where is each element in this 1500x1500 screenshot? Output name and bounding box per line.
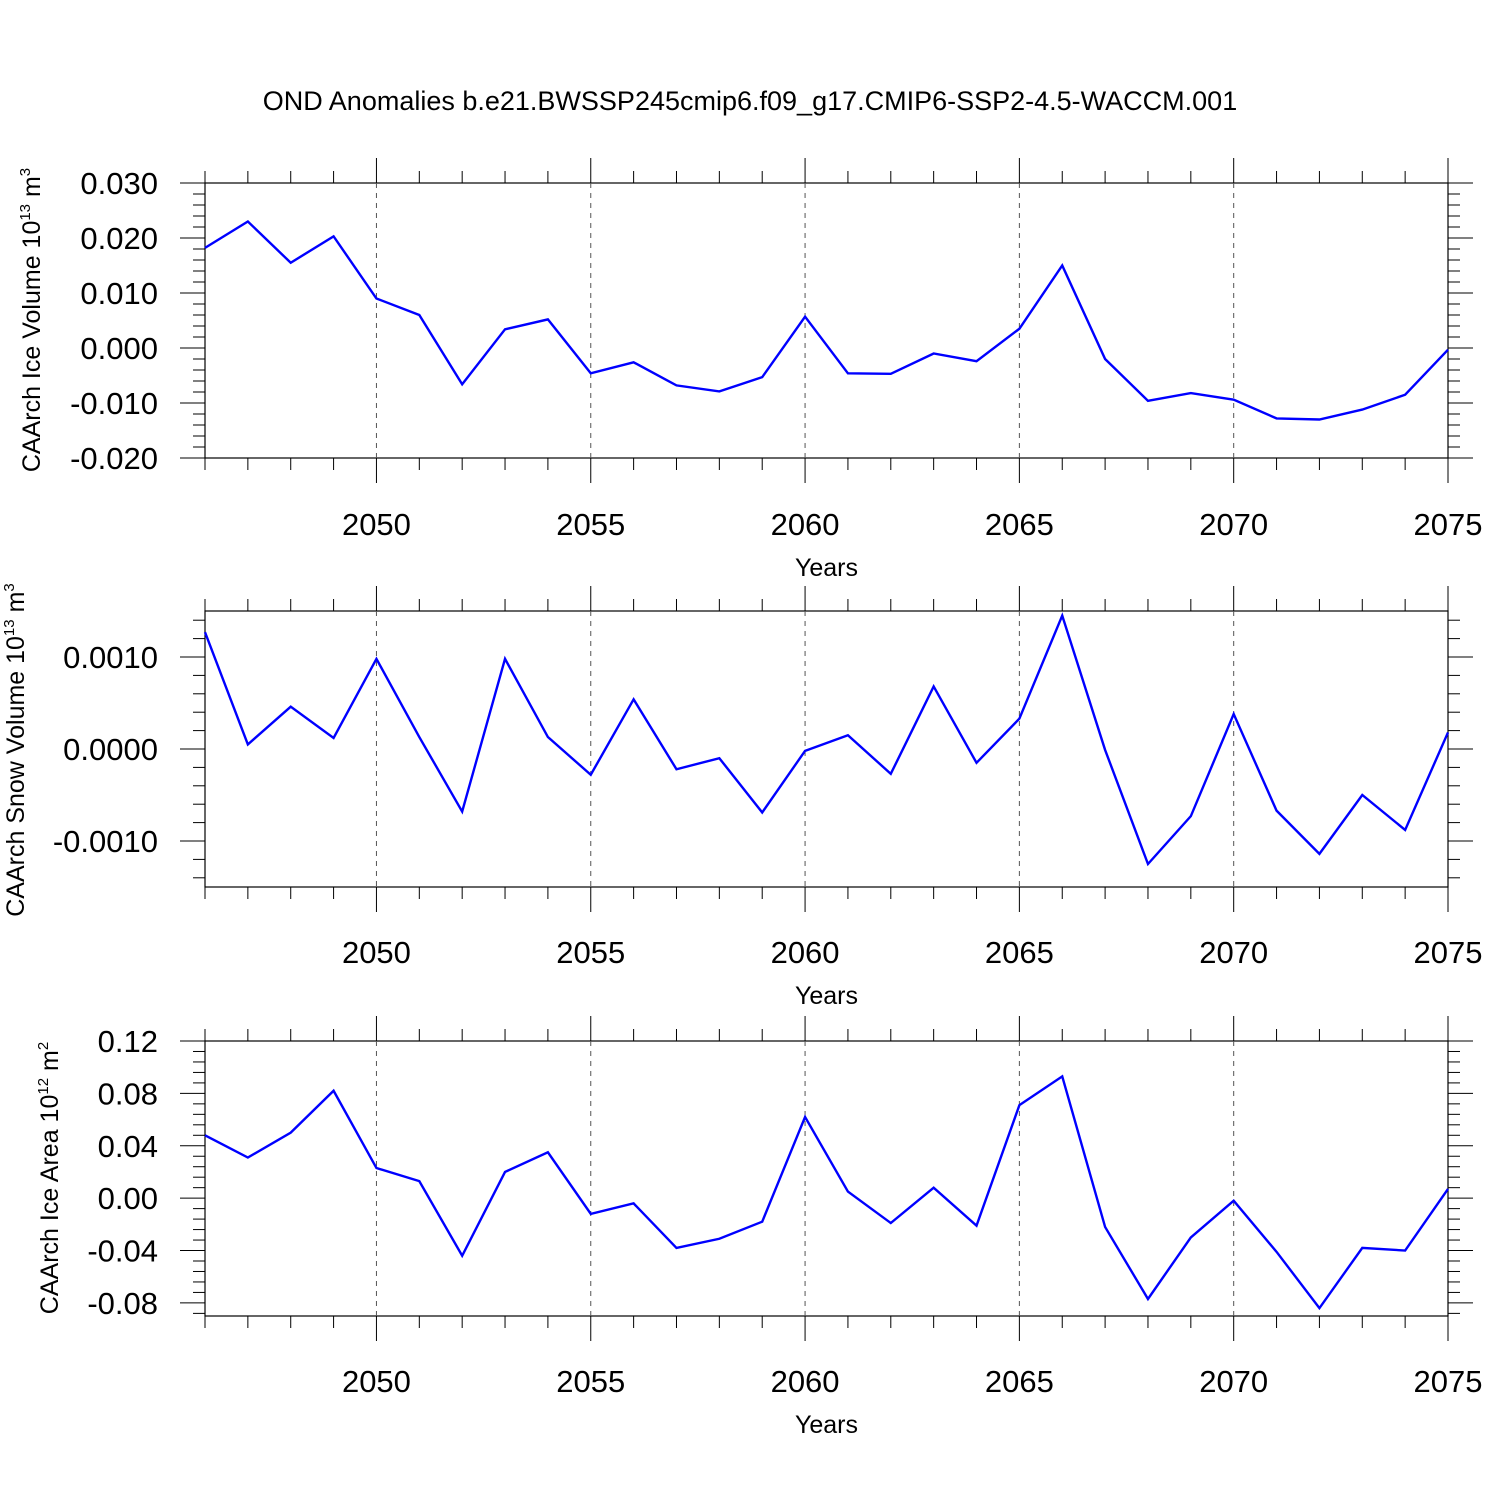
- y-axis-label-superscript: 2: [35, 1042, 52, 1050]
- y-axis-label: CAArch Snow Volume 1013 m3: [1, 583, 30, 917]
- x-tick-label: 2050: [342, 507, 411, 542]
- x-axis-label: Years: [795, 982, 858, 1010]
- x-tick-label: 2060: [771, 507, 840, 542]
- y-tick-label: 0.00: [98, 1181, 158, 1216]
- x-tick-label: 2075: [1414, 507, 1483, 542]
- y-tick-label: 0.020: [80, 221, 158, 256]
- series-line: [203, 612, 1450, 867]
- x-tick-label: 2060: [771, 935, 840, 970]
- figure-title: OND Anomalies b.e21.BWSSP245cmip6.f09_g1…: [263, 86, 1237, 116]
- x-tick-label: 2065: [985, 507, 1054, 542]
- y-axis-label-text: CAArch Ice Volume 10: [18, 221, 46, 473]
- y-tick-label: -0.04: [87, 1234, 158, 1269]
- y-axis-label-superscript: 13: [1, 619, 18, 636]
- y-axis-label: CAArch Ice Volume 1013 m3: [17, 168, 46, 472]
- chart-panel-3: 2050 2055 2060 2065 2070 2075 0.12 0.08 0.04 0.00…: [35, 1016, 1482, 1439]
- x-tick-label: 2065: [985, 1364, 1054, 1399]
- x-axis-label: Years: [795, 1411, 858, 1439]
- x-tick-label: 2060: [771, 1364, 840, 1399]
- x-axis-label: Years: [795, 554, 858, 582]
- plot-frame: [204, 1040, 1449, 1317]
- y-axis-label-text: CAArch Snow Volume 10: [2, 636, 30, 917]
- y-tick-label: -0.0010: [53, 824, 158, 859]
- x-tick-label: 2050: [342, 1364, 411, 1399]
- series-line: [204, 1074, 1449, 1311]
- y-tick-label: 0.000: [80, 331, 158, 366]
- y-axis-label-text: m: [36, 1050, 64, 1078]
- y-axis-label-text: m: [2, 592, 30, 620]
- y-axis-label: CAArch Ice Area 1012 m2: [35, 1042, 64, 1314]
- y-tick-label: -0.020: [70, 441, 158, 476]
- y-axis-label-superscript: 3: [17, 168, 34, 176]
- series-line: [204, 219, 1449, 421]
- x-tick-label: 2055: [556, 1364, 625, 1399]
- y-tick-label: 0.08: [98, 1076, 158, 1111]
- chart-panel-2: 2050 2055 2060 2065 2070 2075 0.0010 0.0000 -0.0…: [1, 583, 1482, 1010]
- y-tick-label: 0.0010: [63, 640, 158, 675]
- x-tick-label: 2070: [1199, 1364, 1268, 1399]
- chart-panel-1: 2050 2055 2060 2065 2070 2075 0.030 0.020 0.010 0…: [17, 158, 1482, 582]
- x-tick-label: 2055: [556, 507, 625, 542]
- y-axis-label-text: m: [18, 176, 46, 204]
- y-tick-label: 0.12: [98, 1024, 158, 1059]
- x-tick-label: 2065: [985, 935, 1054, 970]
- y-tick-label: 0.0000: [63, 732, 158, 767]
- x-tick-label: 2070: [1199, 507, 1268, 542]
- y-tick-label: 0.030: [80, 166, 158, 201]
- plot-frame: [204, 182, 1449, 459]
- y-tick-label: 0.010: [80, 276, 158, 311]
- x-tick-label: 2070: [1199, 935, 1268, 970]
- y-tick-label: 0.04: [98, 1129, 158, 1164]
- y-axis-label-text: CAArch Ice Area 10: [36, 1095, 64, 1315]
- x-tick-label: 2055: [556, 935, 625, 970]
- x-tick-label: 2075: [1414, 935, 1483, 970]
- y-tick-label: -0.010: [70, 386, 158, 421]
- x-tick-label: 2050: [342, 935, 411, 970]
- y-tick-label: -0.08: [87, 1286, 158, 1321]
- y-axis-label-superscript: 12: [35, 1078, 52, 1095]
- plot-frame: [204, 610, 1449, 888]
- x-tick-label: 2075: [1414, 1364, 1483, 1399]
- y-axis-label-superscript: 3: [1, 583, 18, 591]
- y-axis-label-superscript: 13: [17, 204, 34, 221]
